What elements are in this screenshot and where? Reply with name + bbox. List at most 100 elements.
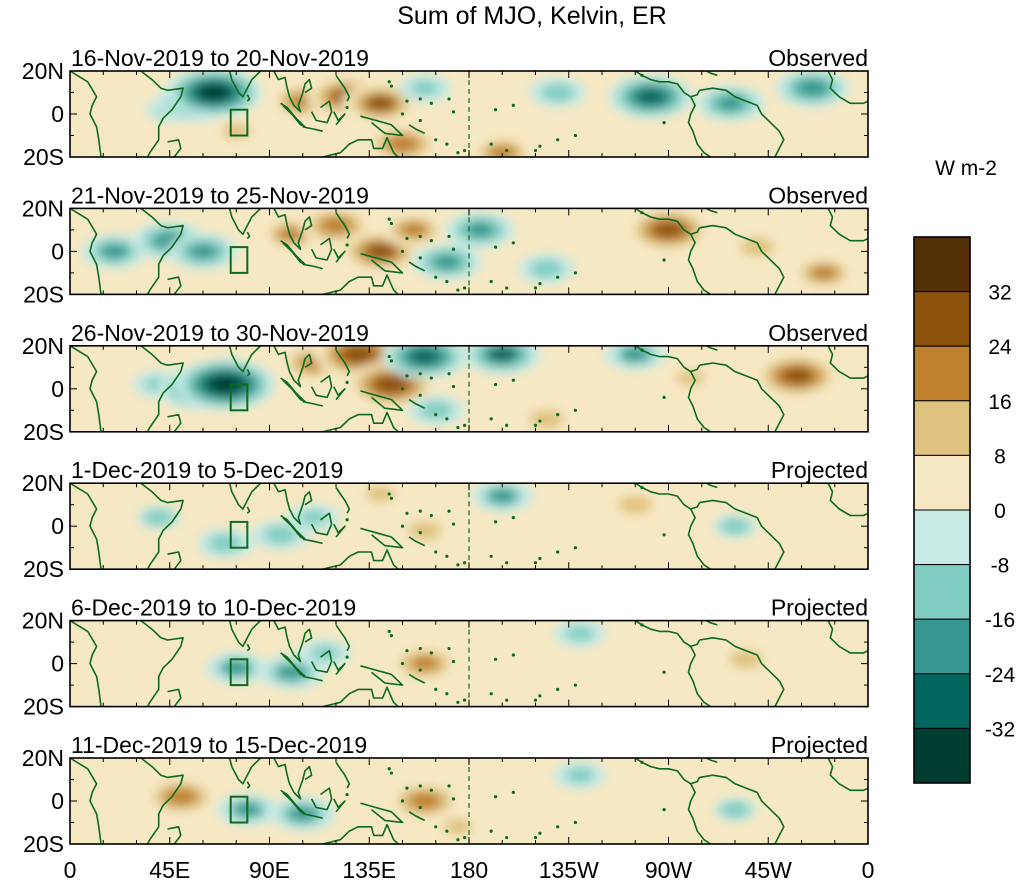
y-tick-label: 20S — [23, 144, 64, 170]
island — [538, 556, 542, 561]
anomaly-blob-8 — [433, 254, 461, 270]
island — [538, 694, 542, 698]
island — [573, 546, 578, 550]
island — [389, 221, 394, 226]
anomaly-blobs — [116, 620, 775, 690]
island — [556, 413, 560, 417]
anomaly-blob-13 — [782, 368, 812, 384]
island — [462, 148, 467, 153]
island — [387, 217, 391, 221]
island — [445, 279, 449, 284]
island — [640, 623, 644, 627]
panel-3: 20N 0 20S 26-Nov-2019 to 30-Nov-2019 Observe… — [22, 320, 869, 445]
anomaly-blob-5 — [443, 819, 473, 835]
x-axis: 0 45E 90E 135E 180 135W 90W 45W 0 — [64, 857, 875, 883]
island — [494, 382, 498, 387]
island — [405, 511, 409, 515]
anomaly-blob-7 — [720, 801, 750, 818]
colorbar-tick-label: 24 — [988, 336, 1012, 359]
panel-1: 20N 0 20S 16-Nov-2019 to 20-Nov-2019 Observe… — [22, 45, 869, 170]
island — [640, 485, 644, 490]
colorbar-tick-label: -16 — [985, 609, 1015, 632]
focus-box — [229, 795, 249, 824]
islands — [345, 348, 666, 430]
island — [662, 258, 666, 262]
anomaly-blob-7 — [410, 349, 439, 364]
panel-ticks — [69, 345, 869, 433]
island — [556, 550, 560, 554]
anomaly-blob-3 — [277, 664, 306, 680]
colorbar-frame — [913, 236, 971, 784]
anomaly-blob-11 — [543, 85, 572, 100]
anomaly-blob-6 — [365, 486, 395, 502]
anomaly-blob-3 — [266, 527, 295, 543]
y-tick-label: 20N — [22, 195, 64, 221]
island — [389, 634, 394, 638]
island — [451, 385, 456, 389]
anomaly-blob-4 — [310, 645, 340, 661]
y-tick-label: 20S — [23, 419, 64, 445]
focus-box — [229, 383, 249, 412]
anomaly-blob-9 — [466, 222, 494, 238]
island — [418, 118, 422, 123]
islands — [345, 485, 666, 567]
colorbar-tick-label: -8 — [991, 555, 1010, 578]
anomaly-blobs — [132, 345, 840, 432]
island — [345, 655, 349, 659]
y-tick-label: 20N — [22, 608, 64, 634]
island — [640, 348, 644, 352]
island — [400, 387, 405, 391]
island — [447, 784, 451, 788]
coastline — [70, 71, 868, 157]
island — [573, 820, 578, 825]
island — [456, 288, 460, 292]
anomaly-blob-9 — [410, 80, 439, 96]
anomaly-blob-8 — [388, 136, 417, 152]
x-tick-label: 90E — [249, 857, 290, 883]
island — [511, 516, 515, 520]
island — [405, 99, 409, 103]
panel-period: 21-Nov-2019 to 25-Nov-2019 — [71, 182, 369, 208]
anomaly-blob-7 — [366, 96, 395, 111]
panels-group: 20N 0 20S 16-Nov-2019 to 20-Nov-2019 Observe… — [22, 45, 869, 857]
anomaly-blob-5 — [343, 347, 373, 362]
panel-4: 20N 0 20S 1-Dec-2019 to 5-Dec-2019 Projected — [22, 457, 869, 582]
island — [345, 792, 349, 797]
islands — [345, 623, 666, 704]
island — [494, 657, 498, 661]
colorbar-swatch — [913, 291, 971, 347]
island — [445, 829, 449, 833]
island — [533, 148, 538, 153]
island — [505, 561, 509, 565]
island — [573, 133, 578, 138]
island — [447, 372, 451, 376]
panel-status: Projected — [771, 595, 868, 621]
anomaly-blob-4 — [299, 510, 328, 526]
island — [447, 646, 451, 651]
x-tick-label: 0 — [64, 857, 77, 883]
x-tick-label: 90W — [645, 857, 693, 883]
colorbar-swatch — [913, 454, 971, 511]
anomaly-blob-8 — [530, 513, 563, 531]
island — [556, 138, 560, 142]
island — [533, 835, 538, 840]
island — [447, 509, 451, 513]
y-tick-label: 20N — [22, 333, 64, 359]
island — [662, 121, 666, 125]
focus-box — [229, 520, 249, 549]
island — [400, 524, 405, 528]
focus-box — [229, 658, 249, 687]
island — [387, 492, 391, 496]
panel-5: 20N 0 20S 6-Dec-2019 to 10-Dec-2019 Projecte… — [22, 595, 869, 720]
anomaly-blob-9 — [488, 347, 517, 362]
island — [400, 662, 405, 666]
focus-box — [229, 108, 249, 137]
panel-period: 26-Nov-2019 to 30-Nov-2019 — [71, 320, 369, 346]
island — [662, 670, 666, 674]
panel-2: 20N 0 20S 21-Nov-2019 to 25-Nov-2019 Observe… — [22, 182, 869, 307]
anomaly-blobs — [81, 208, 857, 291]
y-tick-label: 20N — [22, 470, 64, 496]
island — [533, 698, 538, 702]
anomaly-blob-14 — [798, 80, 827, 96]
island — [640, 211, 644, 215]
